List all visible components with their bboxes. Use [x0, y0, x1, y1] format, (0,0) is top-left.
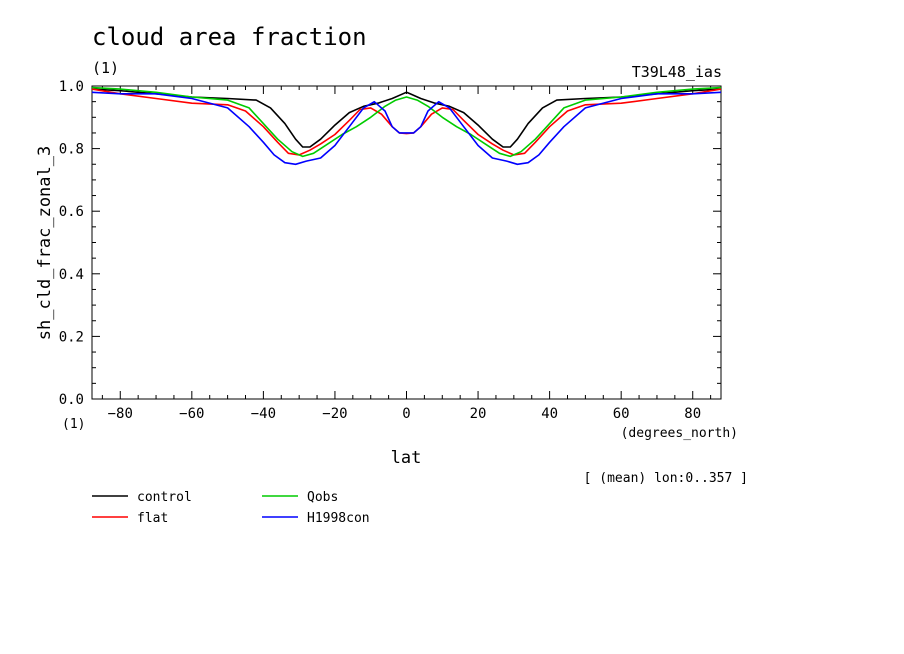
legend-item-control: control — [92, 490, 192, 505]
y-tick-label: 0.2 — [59, 329, 84, 345]
legend-item-qobs: Qobs — [262, 490, 338, 505]
y-tick-label: 0.6 — [59, 204, 84, 220]
legend: control flat Qobs H1998con — [92, 490, 370, 526]
x-tick-labels: −80 −60 −40 −20 0 20 40 60 80 — [108, 406, 702, 422]
series-line-flat — [91, 88, 722, 156]
x-tick-label: 20 — [470, 406, 487, 422]
x-tick-label: 40 — [541, 406, 558, 422]
legend-item-h1998con: H1998con — [262, 511, 370, 526]
plot-area — [91, 85, 722, 400]
y-tick-label: 1.0 — [59, 79, 84, 95]
series-line-control — [91, 88, 722, 148]
x-tick-label: 0 — [402, 406, 410, 422]
legend-item-flat: flat — [92, 511, 168, 526]
y-tick-labels: 0.0 0.2 0.4 0.6 0.8 1.0 — [59, 79, 84, 408]
x-tick-label: −60 — [179, 406, 204, 422]
x-tick-label: −20 — [322, 406, 347, 422]
x-tick-label: 80 — [684, 406, 701, 422]
x-tick-label: −80 — [108, 406, 133, 422]
chart-title: cloud area fraction — [92, 23, 367, 51]
averaging-note: [ (mean) lon:0..357 ] — [584, 471, 748, 486]
legend-label: H1998con — [307, 511, 370, 526]
y-axis-label: sh_cld_frac_zonal_3 — [35, 146, 55, 340]
legend-label: Qobs — [307, 490, 338, 505]
y-tick-label: 0.4 — [59, 267, 84, 283]
x-tick-label: −40 — [251, 406, 276, 422]
legend-label: flat — [137, 511, 168, 526]
run-label: T39L48_ias — [632, 63, 722, 81]
x-axis-label: lat — [391, 448, 422, 468]
legend-label: control — [137, 490, 192, 505]
y-tick-label: 0.8 — [59, 142, 84, 158]
x-units-label: (degrees_north) — [621, 426, 738, 441]
series-line-h1998con — [91, 91, 722, 166]
title-units: (1) — [92, 59, 119, 77]
y-units-label: (1) — [62, 417, 85, 432]
series-layer — [91, 86, 722, 166]
series-line-qobs — [91, 86, 722, 158]
x-tick-label: 60 — [613, 406, 630, 422]
axis-ticks — [92, 85, 721, 400]
y-tick-label: 0.0 — [59, 392, 84, 408]
